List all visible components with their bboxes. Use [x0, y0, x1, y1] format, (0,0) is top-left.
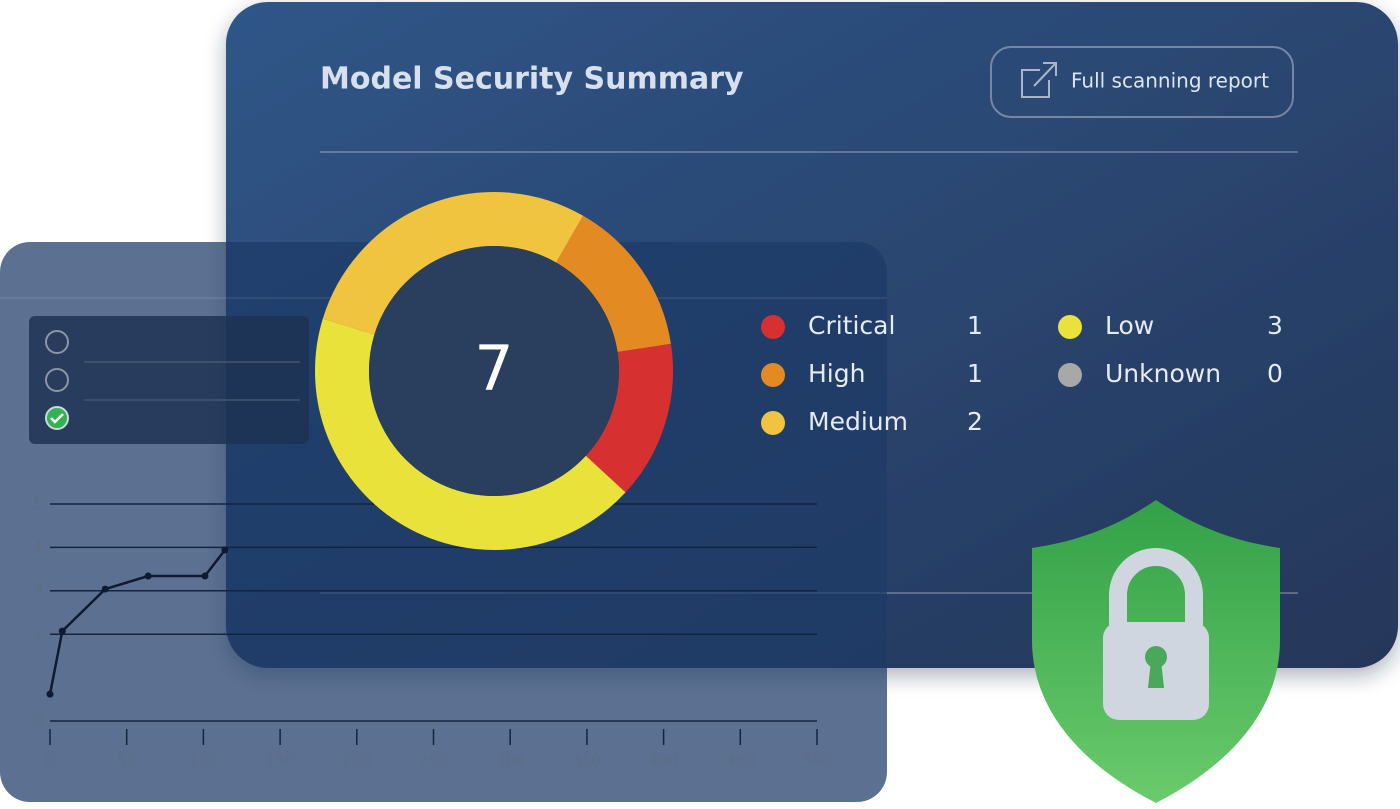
- legend-dot: [761, 411, 785, 435]
- y-tick-label: 4: [33, 538, 43, 556]
- line-point: [58, 627, 66, 635]
- legend-count: 3: [1267, 311, 1283, 340]
- legend-name: Medium: [808, 407, 908, 436]
- legend-count: 1: [967, 311, 983, 340]
- legend-name: Unknown: [1105, 359, 1221, 388]
- check-circle: [45, 330, 69, 354]
- x-tick-label: 150: [266, 752, 295, 770]
- check-circle: [45, 368, 69, 392]
- line-point: [221, 546, 229, 554]
- legend-name: Low: [1105, 311, 1154, 340]
- report-button-label[interactable]: Full scanning report: [1071, 69, 1269, 93]
- shield: [1032, 500, 1280, 803]
- x-tick-label: 50: [117, 752, 136, 770]
- x-tick-label: 500: [803, 752, 832, 770]
- x-tick-label: 0: [45, 752, 55, 770]
- y-tick-label: 2: [33, 625, 43, 643]
- legend-count: 2: [967, 407, 983, 436]
- legend-count: 0: [1267, 359, 1283, 388]
- card-title: Model Security Summary: [320, 62, 744, 97]
- legend-count: 1: [967, 359, 983, 388]
- donut-hole: [369, 246, 619, 496]
- donut-segment: [555, 215, 671, 353]
- lock-shackle: [1109, 548, 1203, 625]
- x-tick-label: 250: [419, 752, 448, 770]
- external-icon: [1021, 62, 1057, 98]
- total-count: 7: [474, 332, 513, 405]
- legend-name: Critical: [808, 311, 895, 340]
- y-tick-label: 0: [33, 712, 43, 730]
- legend-dot: [1058, 315, 1082, 339]
- legend-name: High: [808, 359, 865, 388]
- legend-dot: [1058, 363, 1082, 387]
- y-tick-label: 3: [33, 581, 43, 599]
- legend-dot: [761, 363, 785, 387]
- keyhole: [1148, 660, 1164, 688]
- line-series: [48, 549, 226, 695]
- line-point: [46, 690, 54, 698]
- keyhole: [1145, 646, 1167, 668]
- x-tick-label: 300: [496, 752, 525, 770]
- checklist: [29, 316, 309, 444]
- x-tick-label: 200: [342, 752, 371, 770]
- donut-segment: [315, 318, 626, 550]
- y-tick-label: 5: [33, 495, 43, 513]
- check-circle: [45, 406, 69, 430]
- check-mark: [50, 413, 64, 424]
- x-tick-label: 400: [649, 752, 678, 770]
- report-button[interactable]: [990, 46, 1294, 118]
- x-tick-label: 100: [189, 752, 218, 770]
- legend-dot: [761, 315, 785, 339]
- line-point: [201, 572, 209, 580]
- donut-segment: [585, 343, 673, 493]
- line-point: [144, 572, 152, 580]
- donut-segment: [322, 192, 584, 336]
- x-tick-label: 450: [726, 752, 755, 770]
- x-tick-label: 350: [573, 752, 602, 770]
- line-point: [101, 585, 109, 593]
